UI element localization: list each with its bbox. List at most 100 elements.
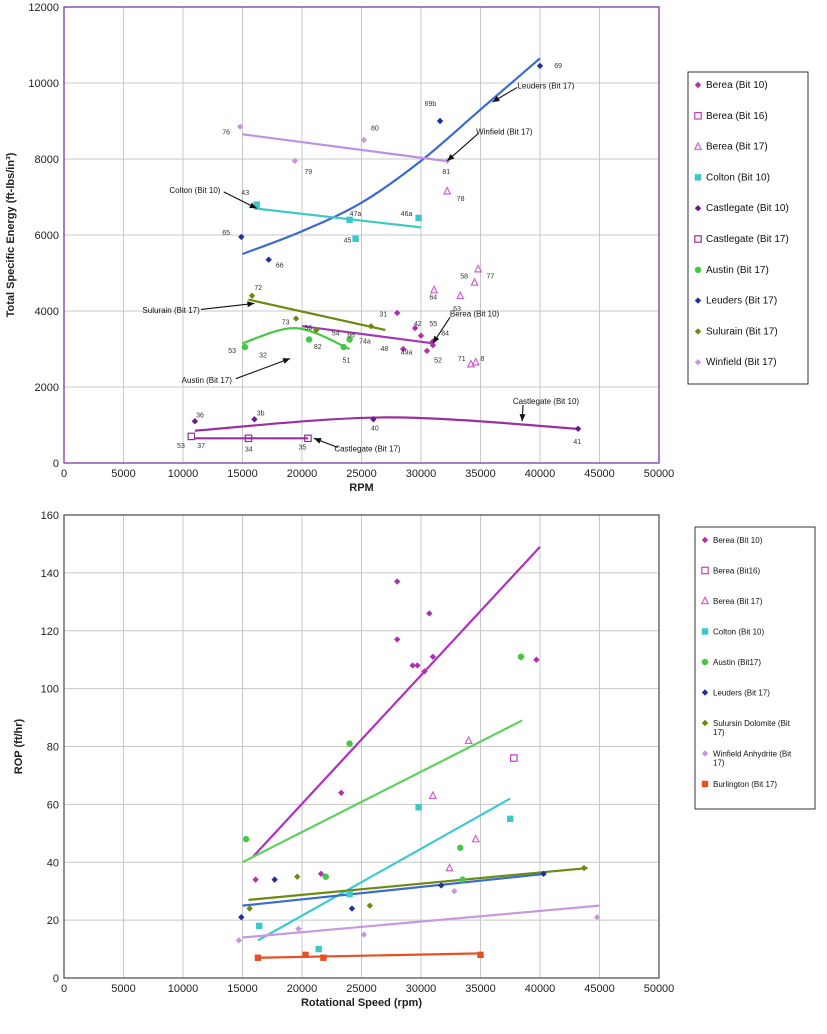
legend-marker [701,750,709,757]
point-label: 42 [414,321,422,328]
data-point [510,754,518,762]
trendline [242,57,541,256]
point-label: 69b [425,101,437,108]
x-tick-label: 25000 [346,983,377,995]
point-label: 64 [429,295,437,302]
trendline [194,416,579,432]
data-point [417,332,425,339]
callout-label: Winfield (Bit 17) [476,127,533,136]
data-point [346,336,353,343]
point-label: 53 [177,443,185,450]
legend-marker [694,205,702,212]
data-point [248,292,256,299]
legend-label: Colton (Bit 10) [706,172,770,183]
x-axis-title: RPM [349,482,373,494]
x-axis-title: Rotational Speed (rpm) [301,997,422,1009]
y-tick-label: 100 [41,684,59,696]
point-label: 82 [314,344,322,351]
data-point [366,902,374,909]
point-label: 41 [573,439,581,446]
data-point [394,309,401,317]
data-point [533,656,540,663]
data-point [580,864,588,872]
point-label: 51 [342,357,350,364]
data-point [360,931,368,938]
y-tick-label: 140 [41,568,59,580]
x-tick-label: 25000 [346,468,377,480]
data-point [367,323,375,330]
data-point [238,914,245,921]
data-point [346,216,353,223]
legend-box [694,526,816,810]
data-point [470,277,479,286]
trendline [257,797,511,942]
y-tick-label: 0 [53,458,59,470]
data-point [428,790,438,799]
trendline [301,325,434,345]
point-label: 3b [257,411,265,418]
point-label: 63 [453,306,461,313]
y-tick-label: 20 [47,915,59,927]
data-point [451,887,458,895]
x-tick-label: 30000 [406,468,437,480]
data-point [423,347,431,355]
x-tick-label: 45000 [584,468,615,480]
legend-label: Berea (Bit16) [713,567,760,576]
legend-marker [694,235,702,243]
x-tick-label: 50000 [644,468,675,480]
callout-arrowhead [282,358,291,364]
data-point [322,873,329,880]
trendline [257,952,481,959]
point-label: 8 [481,356,485,363]
callout-arrowhead [249,202,257,209]
specific-energy-chart: 0 5000 10000 15000 20000 25000 30000 35000 40000… [5,2,809,494]
data-point [313,326,320,334]
data-point [295,925,302,933]
y-tick-label: 6000 [35,230,59,242]
legend-marker [701,780,709,788]
data-point [251,416,258,423]
data-point [255,922,263,930]
x-tick-label: 10000 [168,468,199,480]
data-point [346,890,353,898]
callout-label: Colton (Bit 10) [169,186,220,195]
y-tick-label: 4000 [35,306,59,318]
y-tick-label: 120 [41,626,59,638]
legend-label: Sulurain (Bit 17) [706,326,778,337]
callout-label: Sulurain (Bit 17) [142,306,200,315]
point-label: 53 [228,348,236,355]
y-axis-title: ROP (ft/hr) [13,718,25,774]
x-tick-label: 50000 [644,983,675,995]
legend-marker [700,595,710,605]
x-tick-label: 45000 [584,983,615,995]
trendline [254,207,422,229]
data-point [254,954,262,961]
point-label: 47a [350,211,362,218]
data-point [360,136,368,144]
legend-marker [701,689,709,696]
data-point [415,214,422,222]
callout-label: Leuders (Bit 17) [517,82,574,91]
callout-arrow-line [235,357,291,380]
x-tick-label: 0 [61,468,67,480]
data-point [187,432,196,441]
legend-label: Leuders (Bit 17) [713,689,770,698]
data-point [340,343,347,351]
data-point [456,290,465,300]
legend-label: Leuders (Bit 17) [706,296,777,307]
data-point [236,123,244,130]
legend-label: Berea (Bit 10) [713,536,763,545]
data-point [574,425,582,432]
data-point [429,342,437,349]
x-tick-label: 5000 [111,983,135,995]
legend-label: Winfield Anhydrite (Bit [713,750,792,759]
point-label: 45 [344,238,352,245]
legend-label: Winfield (Bit 17) [706,357,777,368]
data-point [304,434,312,443]
x-tick-label: 30000 [406,983,437,995]
point-label: 43 [241,190,249,197]
trendline [242,326,351,351]
trendline [248,298,386,332]
point-label: 81 [442,169,450,176]
